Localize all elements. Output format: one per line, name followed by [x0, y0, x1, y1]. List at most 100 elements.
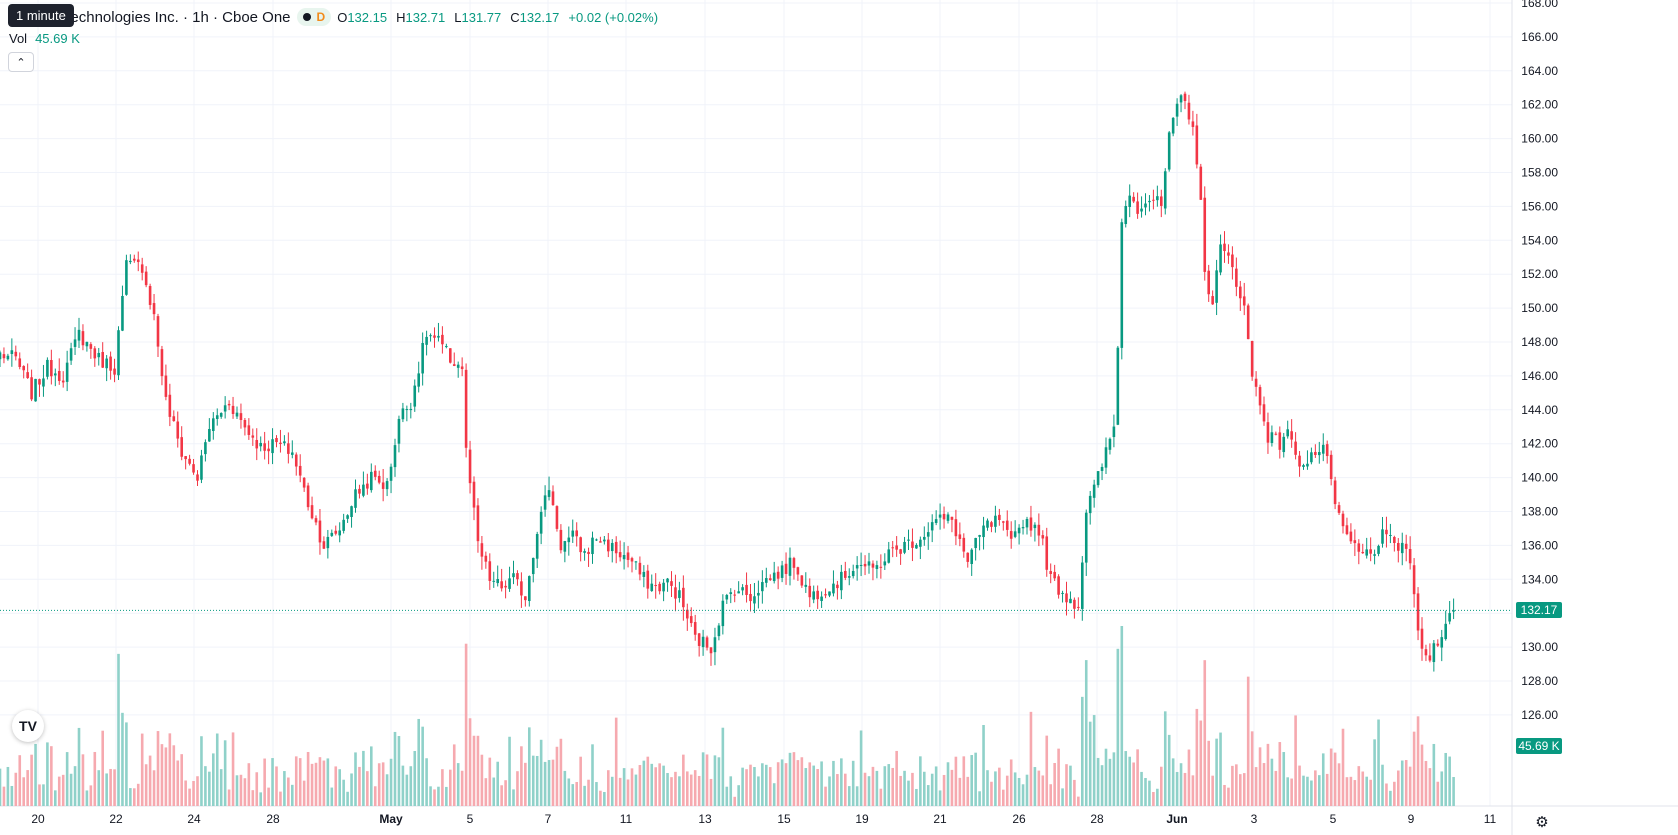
volume-bar	[1215, 738, 1218, 806]
candle-body	[772, 572, 776, 582]
price-tick-label: 128.00	[1521, 674, 1558, 688]
price-tick-label: 160.00	[1521, 132, 1558, 146]
candle-body	[136, 259, 140, 263]
candle-body	[1112, 426, 1116, 438]
tradingview-logo-icon[interactable]: TV	[12, 710, 44, 742]
candle-body	[1057, 576, 1060, 595]
volume-bar	[895, 750, 898, 806]
candle-body	[915, 544, 918, 549]
volume-bar	[847, 786, 851, 806]
volume-bar	[1400, 760, 1404, 806]
volume-bar	[1432, 743, 1436, 806]
market-status[interactable]: D	[296, 8, 332, 26]
candle-body	[1266, 422, 1270, 443]
volume-bar	[934, 766, 938, 806]
volume-bar	[1002, 789, 1005, 806]
candle-body	[425, 336, 428, 345]
volume-bar	[452, 744, 456, 806]
candle-body	[583, 551, 586, 553]
volume-bar	[725, 786, 729, 806]
price-tick-label: 146.00	[1521, 369, 1558, 383]
candle-body	[1349, 531, 1353, 542]
candle-body	[370, 471, 373, 491]
volume-bar	[768, 767, 772, 806]
volume-bar	[1013, 772, 1017, 806]
candle-body	[1061, 592, 1064, 594]
candle-body	[1140, 208, 1143, 212]
volume-bar	[496, 761, 499, 806]
volume-bar	[626, 779, 630, 806]
volume-bar	[370, 746, 373, 806]
chart-grid	[0, 0, 1512, 806]
volume-bar	[974, 752, 977, 806]
candle-body	[235, 412, 239, 417]
candle-body	[836, 584, 839, 589]
price-tick-label: 126.00	[1521, 708, 1558, 722]
volume-bar	[899, 775, 902, 806]
volume-bar	[930, 773, 934, 806]
ohlc-high-key: H	[396, 9, 406, 25]
candle-body	[231, 405, 235, 414]
candle-body	[433, 335, 436, 338]
candle-body	[196, 474, 199, 481]
time-tick-label: 5	[467, 812, 474, 826]
price-tick-label: 148.00	[1521, 335, 1558, 349]
volume-bar	[144, 764, 148, 806]
volume-bar	[97, 770, 101, 806]
symbol-title[interactable]: r Technologies Inc. · 1h · Cboe One	[54, 8, 291, 26]
volume-bar	[46, 742, 49, 806]
volume-bar	[1183, 772, 1187, 806]
candle-body	[472, 481, 476, 508]
candle-body	[551, 491, 555, 506]
candle-body	[1373, 554, 1376, 556]
candle-body	[1203, 197, 1207, 272]
volume-bar	[1306, 776, 1309, 806]
volume-bar	[1274, 770, 1278, 806]
candle-body	[1136, 201, 1139, 214]
volume-bar	[1282, 752, 1286, 806]
volume-bar	[796, 760, 800, 806]
candle-body	[804, 584, 808, 587]
candle-body	[1183, 93, 1187, 102]
interval-tooltip: 1 minute	[8, 4, 74, 27]
volume-bar	[508, 736, 511, 806]
time-tick-label: 19	[855, 812, 869, 826]
volume-bar	[614, 717, 618, 806]
volume-bar	[1017, 777, 1021, 806]
volume-bar	[93, 751, 97, 806]
candle-body	[1227, 252, 1230, 256]
volume-bar	[81, 754, 85, 806]
candle-body	[1389, 534, 1392, 536]
settings-gear-icon[interactable]: ⚙	[1535, 814, 1549, 831]
volume-bar	[836, 774, 839, 806]
candle-body	[761, 582, 764, 592]
price-tick-label: 138.00	[1521, 505, 1558, 519]
candle-body	[646, 570, 650, 589]
ohlc-low-value: 131.77	[461, 9, 502, 25]
volume-bar	[1136, 749, 1139, 806]
candle-body	[903, 541, 906, 553]
volume-bar	[946, 762, 950, 806]
candle-body	[1002, 521, 1005, 523]
candle-body	[1199, 166, 1203, 200]
volume-bar	[923, 771, 926, 806]
volume-bar	[788, 752, 792, 806]
volume-bar	[1231, 765, 1234, 806]
volume-bar	[389, 758, 393, 806]
candle-body	[808, 585, 812, 598]
volume-bar	[1365, 776, 1368, 806]
candle-body	[346, 515, 349, 519]
volume-bar	[366, 771, 369, 806]
candle-body	[638, 562, 642, 575]
volume-bar	[1278, 742, 1282, 806]
candle-body	[812, 591, 815, 600]
volume-bar	[713, 755, 717, 806]
collapse-legend-button[interactable]: ⌃	[8, 52, 34, 72]
volume-bar	[413, 750, 417, 806]
volume-bar	[1239, 774, 1242, 806]
volume-bar	[1021, 784, 1025, 806]
volume-bar	[148, 755, 152, 806]
candle-body	[243, 420, 247, 428]
volume-bar	[204, 766, 207, 806]
